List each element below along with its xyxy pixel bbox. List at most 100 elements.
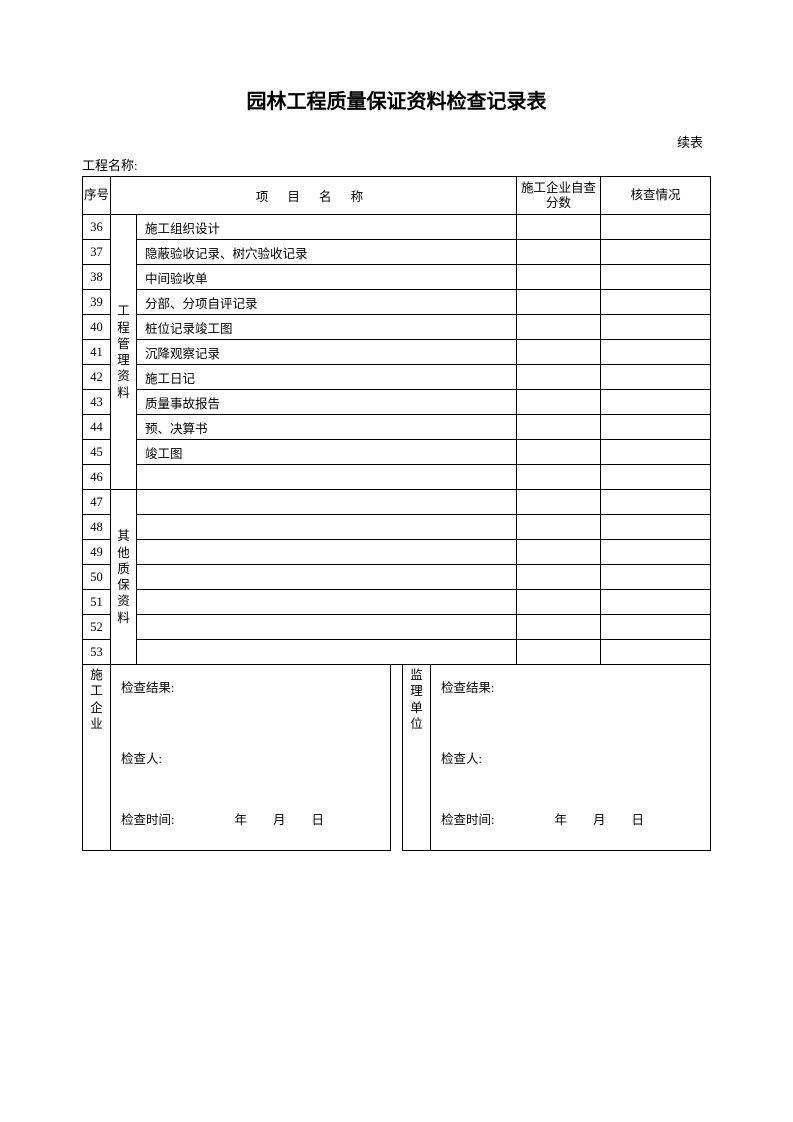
table-row: 46 xyxy=(83,465,711,490)
item-name: 施工日记 xyxy=(137,365,517,390)
score-cell xyxy=(517,565,601,590)
score-cell xyxy=(517,465,601,490)
table-row: 38 中间验收单 xyxy=(83,265,711,290)
score-cell xyxy=(517,440,601,465)
item-name: 隐蔽验收记录、树穴验收记录 xyxy=(137,240,517,265)
check-cell xyxy=(601,615,711,640)
row-num: 46 xyxy=(83,465,111,490)
row-num: 48 xyxy=(83,515,111,540)
table-row: 52 xyxy=(83,615,711,640)
table-row: 53 xyxy=(83,640,711,665)
check-cell xyxy=(601,540,711,565)
table-row: 45 竣工图 xyxy=(83,440,711,465)
table-row: 44 预、决算书 xyxy=(83,415,711,440)
check-cell xyxy=(601,290,711,315)
person-label: 检查人: xyxy=(121,748,380,767)
item-name xyxy=(137,565,517,590)
score-cell xyxy=(517,540,601,565)
item-name: 质量事故报告 xyxy=(137,390,517,415)
check-cell xyxy=(601,390,711,415)
score-cell xyxy=(517,490,601,515)
table-row: 37 隐蔽验收记录、树穴验收记录 xyxy=(83,240,711,265)
row-num: 43 xyxy=(83,390,111,415)
check-cell xyxy=(601,515,711,540)
item-name: 预、决算书 xyxy=(137,415,517,440)
check-cell xyxy=(601,490,711,515)
item-name xyxy=(137,465,517,490)
item-name: 沉降观察记录 xyxy=(137,340,517,365)
table-row: 40 桩位记录竣工图 xyxy=(83,315,711,340)
table-row: 49 xyxy=(83,540,711,565)
table-row: 43 质量事故报告 xyxy=(83,390,711,415)
construction-company-label: 施工企业 xyxy=(83,665,111,850)
row-num: 51 xyxy=(83,590,111,615)
row-num: 49 xyxy=(83,540,111,565)
check-cell xyxy=(601,265,711,290)
check-cell xyxy=(601,240,711,265)
check-cell xyxy=(601,440,711,465)
row-num: 40 xyxy=(83,315,111,340)
table-row: 47 其他质保资料 xyxy=(83,490,711,515)
item-name: 竣工图 xyxy=(137,440,517,465)
table-row: 48 xyxy=(83,515,711,540)
score-cell xyxy=(517,240,601,265)
category-label-a: 工程管理资料 xyxy=(111,215,137,490)
row-num: 38 xyxy=(83,265,111,290)
check-cell xyxy=(601,415,711,440)
row-num: 52 xyxy=(83,615,111,640)
check-cell xyxy=(601,365,711,390)
row-num: 37 xyxy=(83,240,111,265)
header-check: 核查情况 xyxy=(601,177,711,215)
row-num: 44 xyxy=(83,415,111,440)
category-label-b: 其他质保资料 xyxy=(111,490,137,665)
score-cell xyxy=(517,615,601,640)
row-num: 41 xyxy=(83,340,111,365)
item-name xyxy=(137,490,517,515)
time-line: 检查时间:年月日 xyxy=(441,809,700,828)
table-header-row: 序号 项 目 名 称 施工企业自查分数 核查情况 xyxy=(83,177,711,215)
check-cell xyxy=(601,340,711,365)
table-row: 51 xyxy=(83,590,711,615)
row-num: 42 xyxy=(83,365,111,390)
check-cell xyxy=(601,590,711,615)
table-row: 50 xyxy=(83,565,711,590)
continuation-label: 续表 xyxy=(82,132,711,151)
person-label: 检查人: xyxy=(441,748,700,767)
check-cell xyxy=(601,640,711,665)
header-item: 项 目 名 称 xyxy=(111,177,517,215)
score-cell xyxy=(517,390,601,415)
score-cell xyxy=(517,340,601,365)
check-cell xyxy=(601,215,711,240)
score-cell xyxy=(517,415,601,440)
item-name: 中间验收单 xyxy=(137,265,517,290)
table-row: 39 分部、分项自评记录 xyxy=(83,290,711,315)
score-cell xyxy=(517,640,601,665)
row-num: 47 xyxy=(83,490,111,515)
time-line: 检查时间:年月日 xyxy=(121,809,380,828)
supervision-signature-body: 检查结果: 检查人: 检查时间:年月日 xyxy=(431,665,711,850)
result-label: 检查结果: xyxy=(441,677,700,696)
table-row: 41 沉降观察记录 xyxy=(83,340,711,365)
score-cell xyxy=(517,315,601,340)
item-name xyxy=(137,515,517,540)
score-cell xyxy=(517,515,601,540)
row-num: 53 xyxy=(83,640,111,665)
row-num: 45 xyxy=(83,440,111,465)
item-name: 分部、分项自评记录 xyxy=(137,290,517,315)
signature-section: 施工企业 检查结果: 检查人: 检查时间:年月日 监理单位 检查结果: 检查人:… xyxy=(82,665,711,851)
table-row: 36 工程管理资料 施工组织设计 xyxy=(83,215,711,240)
score-cell xyxy=(517,265,601,290)
item-name xyxy=(137,540,517,565)
score-cell xyxy=(517,590,601,615)
check-cell xyxy=(601,315,711,340)
construction-signature-body: 检查结果: 检查人: 检查时间:年月日 xyxy=(111,665,391,850)
score-cell xyxy=(517,365,601,390)
check-cell xyxy=(601,565,711,590)
header-num: 序号 xyxy=(83,177,111,215)
table-row: 42 施工日记 xyxy=(83,365,711,390)
header-score: 施工企业自查分数 xyxy=(517,177,601,215)
row-num: 39 xyxy=(83,290,111,315)
signature-gap xyxy=(391,665,403,850)
item-name xyxy=(137,615,517,640)
row-num: 36 xyxy=(83,215,111,240)
